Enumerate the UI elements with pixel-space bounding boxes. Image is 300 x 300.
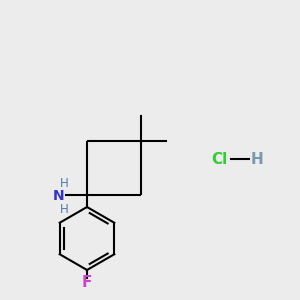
Text: N: N (53, 190, 64, 203)
Text: Cl: Cl (211, 152, 227, 166)
Text: H: H (60, 177, 69, 190)
Text: H: H (60, 203, 69, 216)
Text: H: H (250, 152, 263, 166)
Text: F: F (82, 275, 92, 290)
